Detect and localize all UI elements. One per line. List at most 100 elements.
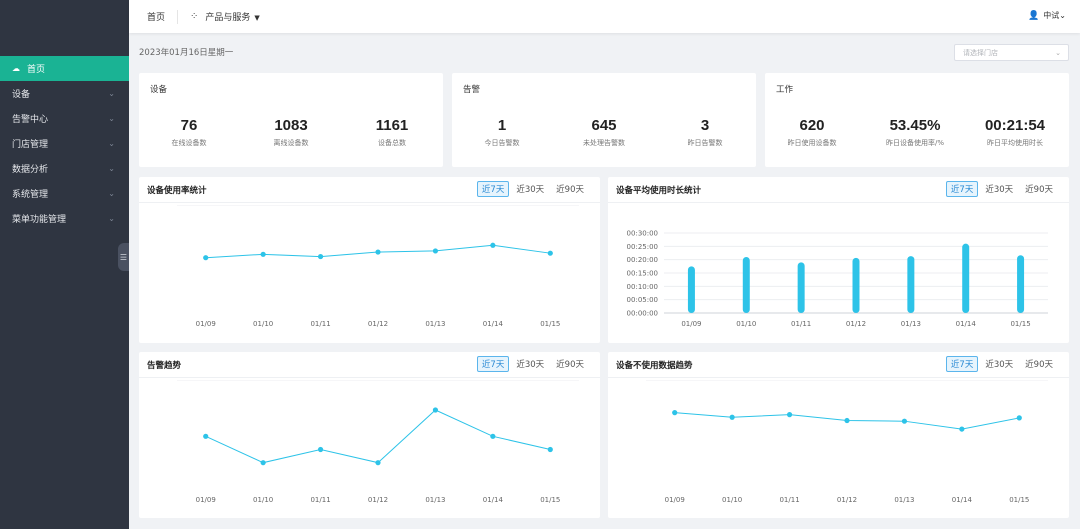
y-tick-label: 5	[167, 380, 171, 382]
data-point[interactable]	[260, 460, 266, 466]
tab-7-days[interactable]: 近7天	[476, 356, 510, 372]
products-services-label: 产品与服务	[205, 13, 251, 23]
header-divider	[177, 9, 179, 24]
stat-label: 在线设备数	[171, 139, 207, 147]
data-point[interactable]	[260, 251, 266, 257]
data-point[interactable]	[547, 250, 553, 256]
data-point[interactable]	[317, 446, 324, 453]
stat-value: 1	[497, 117, 507, 134]
stat-item: 53.45% 昨日设备使用率/%	[865, 117, 965, 148]
stat-item: 620 昨日使用设备数	[762, 117, 862, 148]
y-tick-label: 60	[162, 205, 171, 207]
y-tick-label: 200	[627, 380, 640, 382]
products-services-menu[interactable]: 产品与服务 ▼	[205, 10, 259, 23]
bar[interactable]	[742, 257, 750, 313]
chevron-down-icon: ⌄	[108, 214, 115, 223]
stat-item: 645 未处理告警数	[554, 117, 654, 148]
x-tick-label: 01/11	[310, 496, 330, 504]
x-tick-label: 01/14	[952, 496, 973, 504]
tab-30-days[interactable]: 近30天	[985, 360, 1014, 370]
data-point[interactable]	[432, 248, 439, 254]
y-tick-label: 00:15:00	[627, 270, 658, 278]
bar[interactable]	[907, 256, 915, 313]
data-point[interactable]	[959, 426, 965, 432]
data-point[interactable]	[786, 412, 793, 418]
current-date: 2023年01月16日星期一	[139, 48, 234, 58]
sidebar-item-store-management[interactable]: 门店管理 ⌄	[0, 131, 129, 156]
x-tick-label: 01/09	[196, 320, 216, 328]
chevron-down-icon: ⌄	[1055, 48, 1061, 57]
panel-divider	[139, 202, 600, 203]
data-point[interactable]	[203, 433, 209, 439]
y-tick-label: 00:05:00	[627, 296, 658, 304]
stat-value: 1083	[274, 117, 308, 134]
tab-7-days[interactable]: 近7天	[945, 181, 979, 197]
grid-icon[interactable]: ⁘	[190, 11, 199, 22]
sidebar-item-home[interactable]: ☁ 首页	[0, 56, 129, 81]
user-menu[interactable]: 👤 中试 ⌄	[1028, 10, 1066, 21]
data-point[interactable]	[432, 407, 439, 413]
stat-value: 76	[180, 117, 198, 134]
bar[interactable]	[852, 257, 860, 313]
bar[interactable]	[962, 243, 970, 313]
tab-90-days[interactable]: 近90天	[556, 360, 584, 370]
sidebar-item-data-analysis[interactable]: 数据分析 ⌄	[0, 156, 129, 181]
user-icon: 👤	[1028, 10, 1040, 21]
data-point[interactable]	[490, 433, 496, 439]
y-tick-label: 00:00:00	[627, 310, 658, 318]
x-tick-label: 01/15	[1010, 320, 1030, 328]
data-point[interactable]	[547, 446, 553, 453]
avg-duration-chart: 00:00:00 00:05:00 00:10:00 00:15:00 00:20:00…	[627, 230, 1048, 328]
y-tick-label: 400	[627, 380, 640, 382]
bar[interactable]	[687, 266, 695, 313]
x-tick-label: 01/12	[837, 496, 857, 504]
stat-value: 645	[591, 117, 617, 134]
data-point[interactable]	[672, 410, 678, 416]
x-tick-label: 01/13	[425, 320, 445, 328]
stat-label: 今日告警数	[484, 139, 520, 147]
data-point[interactable]	[901, 418, 908, 424]
sidebar-item-devices[interactable]: 设备 ⌄	[0, 81, 129, 106]
x-tick-label: 01/14	[956, 320, 977, 328]
user-name: 中试	[1043, 11, 1060, 20]
panel-title: 设备平均使用时长统计	[616, 186, 702, 196]
y-tick-label: 0	[636, 380, 640, 382]
header-home-link[interactable]: 首页	[147, 13, 166, 23]
sidebar-item-menu-management[interactable]: 菜单功能管理 ⌄	[0, 206, 129, 231]
data-point[interactable]	[844, 417, 850, 424]
bar[interactable]	[797, 262, 805, 313]
store-select[interactable]: 请选择门店 ⌄	[954, 44, 1069, 61]
data-point[interactable]	[317, 253, 324, 260]
data-point[interactable]	[375, 460, 381, 466]
x-tick-label: 01/11	[791, 320, 811, 328]
tab-90-days[interactable]: 近90天	[1025, 360, 1053, 370]
panel-title: 告警趋势	[147, 361, 182, 371]
data-point[interactable]	[375, 249, 381, 255]
tab-30-days[interactable]: 近30天	[985, 185, 1014, 195]
data-point[interactable]	[1016, 415, 1022, 421]
bar[interactable]	[1017, 255, 1025, 313]
sidebar-item-system-management[interactable]: 系统管理 ⌄	[0, 181, 129, 206]
data-point[interactable]	[490, 242, 496, 248]
x-tick-label: 01/12	[368, 320, 388, 328]
cloud-icon: ☁	[12, 64, 20, 73]
tab-30-days[interactable]: 近30天	[516, 185, 545, 195]
sidebar-collapse-toggle[interactable]: ☰	[118, 243, 129, 271]
tab-7-days[interactable]: 近7天	[476, 181, 510, 197]
sidebar-logo-area	[0, 0, 129, 56]
tab-7-days[interactable]: 近7天	[945, 356, 979, 372]
menu-icon: ☰	[119, 252, 128, 262]
sidebar-item-label: 告警中心	[12, 115, 49, 125]
y-tick-label: 0	[167, 380, 171, 382]
data-point[interactable]	[729, 414, 735, 420]
stat-label: 昨日平均使用时长	[987, 139, 1043, 147]
tab-90-days[interactable]: 近90天	[556, 185, 584, 195]
tab-30-days[interactable]: 近30天	[516, 360, 545, 370]
sidebar-item-alarm-center[interactable]: 告警中心 ⌄	[0, 106, 129, 131]
tab-90-days[interactable]: 近90天	[1025, 185, 1053, 195]
chevron-down-icon: ⌄	[108, 164, 115, 173]
data-point[interactable]	[203, 255, 209, 261]
y-tick-label: 500	[627, 380, 640, 382]
panel-title: 设备不使用数据趋势	[616, 361, 693, 371]
x-tick-label: 01/12	[368, 496, 388, 504]
